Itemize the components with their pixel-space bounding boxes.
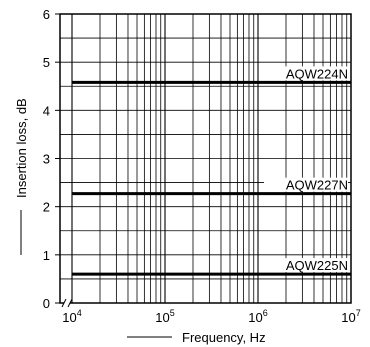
y-tick-label: 5 <box>43 55 50 70</box>
x-tick-label: 106 <box>248 308 267 325</box>
x-axis-title: Frequency, Hz <box>182 330 266 345</box>
axis-break-mark <box>61 298 67 308</box>
series-label: AQW227N <box>286 178 348 193</box>
y-tick-label: 4 <box>43 103 50 118</box>
axis-break-gap <box>64 299 70 307</box>
x-tick-label: 105 <box>155 308 174 325</box>
y-tick-label: 2 <box>43 200 50 215</box>
grid <box>60 13 351 304</box>
y-tick-label: 1 <box>43 248 50 263</box>
series-label: AQW224N <box>286 66 348 81</box>
series-label-bg <box>264 66 348 81</box>
series-label-bg <box>264 258 348 273</box>
x-tick-label: 107 <box>341 308 360 325</box>
axis-break-mark <box>67 298 73 308</box>
series-label: AQW225N <box>286 258 348 273</box>
series-lines <box>72 80 351 276</box>
y-tick-label: 0 <box>43 296 50 311</box>
x-tick-label: 104 <box>62 308 81 325</box>
y-tick-label: 3 <box>43 152 50 167</box>
tick-labels: 0 1 2 3 4 5 6 104 105 106 107 AQW224N AQW227N AQW225N <box>43 7 361 325</box>
series-label-bg <box>264 177 348 192</box>
y-axis-title: Insertion loss, dB <box>14 98 29 198</box>
y-tick-label: 6 <box>43 7 50 22</box>
